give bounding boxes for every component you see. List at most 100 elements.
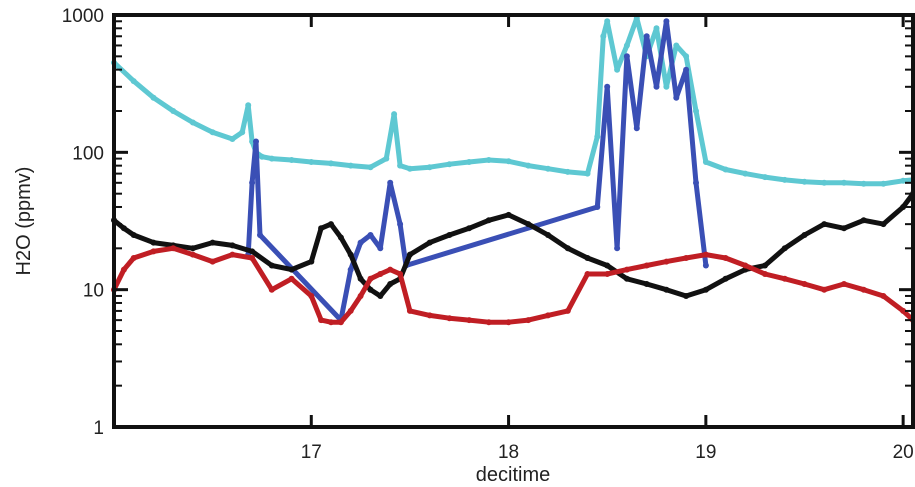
data-point <box>150 239 157 246</box>
data-point <box>623 53 630 60</box>
data-point <box>525 221 532 228</box>
data-point <box>702 251 709 258</box>
data-point <box>387 281 394 287</box>
data-point <box>318 317 325 324</box>
data-point <box>288 266 295 273</box>
data-point <box>150 248 157 255</box>
data-point <box>614 245 621 252</box>
data-point <box>604 83 611 90</box>
tick-layer: 17 18 19 20 1 10 100 1000 <box>62 6 914 463</box>
data-point <box>357 239 364 246</box>
series-2 <box>111 190 915 299</box>
data-point <box>653 25 660 32</box>
data-point <box>633 125 640 132</box>
plot-frame <box>112 13 915 429</box>
data-point <box>446 161 453 168</box>
data-point <box>308 159 315 165</box>
data-point <box>328 160 334 167</box>
data-point <box>683 53 690 60</box>
data-point <box>189 119 196 126</box>
data-point <box>505 319 512 326</box>
y-tick-label: 10 <box>83 281 104 302</box>
data-point <box>900 307 907 314</box>
data-point <box>377 245 384 252</box>
data-point <box>762 271 768 277</box>
data-point <box>189 245 196 252</box>
data-point <box>702 159 709 165</box>
data-point <box>663 258 670 265</box>
data-point <box>594 204 601 210</box>
data-point <box>347 162 354 169</box>
data-point <box>600 33 607 40</box>
data-point <box>387 179 394 186</box>
data-point <box>337 234 344 241</box>
data-point <box>367 232 374 238</box>
series-0 <box>111 15 915 187</box>
data-point <box>253 138 259 145</box>
data-point <box>387 266 394 273</box>
data-point <box>249 248 256 255</box>
data-point <box>446 232 453 238</box>
data-point <box>397 162 404 169</box>
data-point <box>604 262 611 269</box>
data-point <box>347 251 354 258</box>
data-point <box>781 275 788 282</box>
data-point <box>722 275 729 282</box>
data-point <box>821 221 828 228</box>
series-line <box>111 15 915 187</box>
data-point <box>406 307 413 314</box>
data-point <box>673 94 680 101</box>
data-point <box>229 251 236 258</box>
data-point <box>268 286 275 293</box>
data-point <box>860 180 867 187</box>
data-point <box>722 255 729 261</box>
data-point <box>801 178 808 185</box>
data-point <box>249 179 256 186</box>
series-layer <box>111 15 915 326</box>
data-point <box>860 286 867 293</box>
data-point <box>377 271 384 277</box>
data-point <box>170 245 177 252</box>
data-point <box>406 251 413 258</box>
series-3 <box>111 245 915 326</box>
data-point <box>623 42 630 49</box>
data-point <box>426 312 433 319</box>
data-point <box>209 239 216 246</box>
data-point <box>663 83 670 90</box>
data-point <box>229 242 236 249</box>
data-point <box>288 275 295 282</box>
data-point <box>406 165 413 172</box>
data-point <box>257 232 263 238</box>
data-point <box>584 271 591 277</box>
data-point <box>466 159 473 165</box>
data-point <box>643 33 650 40</box>
data-point <box>545 232 551 238</box>
data-point <box>604 271 611 277</box>
data-point <box>347 307 354 314</box>
data-point <box>702 262 709 269</box>
data-point <box>485 319 492 326</box>
data-point <box>268 262 275 269</box>
data-point <box>426 239 433 246</box>
y-axis-title: H2O (ppmv) <box>13 167 35 276</box>
data-point <box>130 255 137 261</box>
x-tick-label: 20 <box>893 442 914 463</box>
data-point <box>821 179 828 186</box>
data-point <box>150 94 157 101</box>
data-point <box>781 176 788 183</box>
data-point <box>643 262 650 269</box>
data-point <box>466 317 473 324</box>
data-point <box>584 170 591 177</box>
data-point <box>653 83 660 90</box>
data-point <box>318 225 325 232</box>
data-point <box>120 266 127 273</box>
data-point <box>245 102 252 109</box>
data-point <box>239 129 246 136</box>
data-point <box>900 204 907 210</box>
data-point <box>545 312 551 319</box>
data-point <box>742 170 749 177</box>
data-point <box>446 315 453 322</box>
data-point <box>762 262 768 269</box>
data-point <box>328 319 334 326</box>
data-point <box>288 157 295 163</box>
